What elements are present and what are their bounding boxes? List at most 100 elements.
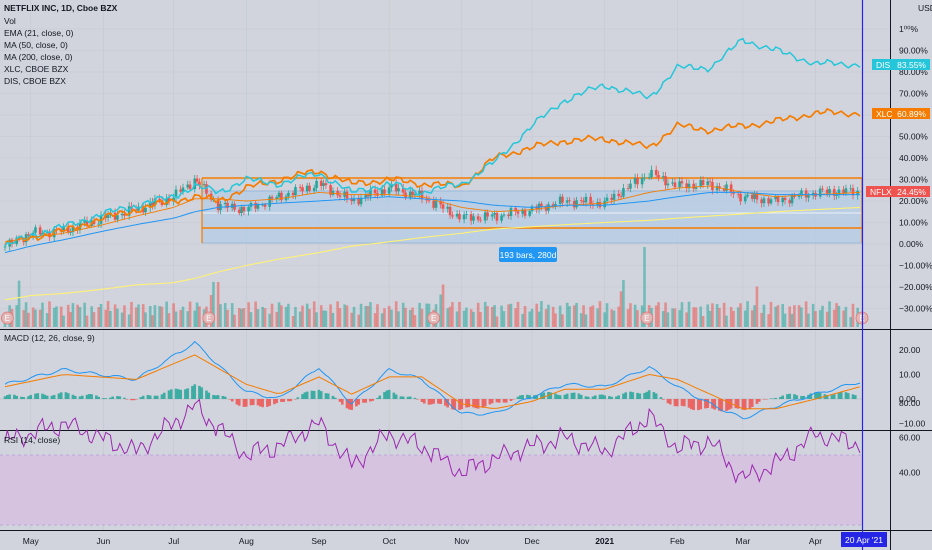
macd-hist-bar <box>750 399 754 408</box>
candle-body <box>137 206 140 211</box>
measure-label: 193 bars, 280d <box>500 250 557 260</box>
macd-hist-bar <box>675 399 679 407</box>
candle-body <box>575 200 578 208</box>
volume-bar <box>558 305 562 327</box>
volume-bar <box>490 307 494 327</box>
volume-bar <box>837 305 841 327</box>
candle-body <box>268 196 271 207</box>
macd-hist-bar <box>542 392 546 399</box>
rsi-title[interactable]: RSI (14, close) <box>4 435 60 445</box>
indicator-ma200[interactable]: MA (200, close, 0) <box>4 52 73 62</box>
candle-body <box>476 216 480 220</box>
volume-bar <box>369 302 372 327</box>
volume-bar <box>844 306 848 327</box>
macd-hist-bar <box>509 399 513 402</box>
macd-hist-bar <box>20 396 23 399</box>
candle-body <box>490 214 494 217</box>
volume-bar <box>27 312 30 327</box>
candle-body <box>699 180 703 187</box>
indicator-vol[interactable]: Vol <box>4 16 16 26</box>
macd-title[interactable]: MACD (12, 26, close, 9) <box>4 333 95 343</box>
macd-hist-bar <box>741 399 745 410</box>
indicator-ema[interactable]: EMA (21, close, 0) <box>4 28 74 38</box>
macd-hist-bar <box>228 399 232 400</box>
macd-hist-bar <box>216 395 220 399</box>
volume-bar <box>226 309 229 327</box>
volume-bar <box>240 308 243 327</box>
candle-body <box>598 202 602 208</box>
macd-hist-bar <box>205 390 208 399</box>
macd-hist-bar <box>66 393 70 399</box>
indicator-ma50[interactable]: MA (50, close, 0) <box>4 40 68 50</box>
volume-bar <box>373 313 377 327</box>
price-axis-tick: 90.00% <box>899 46 928 56</box>
candle-body <box>657 175 660 178</box>
volume-bar <box>48 301 51 327</box>
volume-bar <box>24 302 28 327</box>
dis-tag-value: 83.55% <box>897 60 926 70</box>
macd-hist-bar <box>549 392 553 399</box>
macd-hist-bar <box>558 395 562 399</box>
volume-bar <box>462 310 466 327</box>
time-axis-label: Mar <box>736 536 751 546</box>
candle-body <box>352 198 356 202</box>
candle-body <box>324 183 328 186</box>
earnings-marker-label: E <box>644 314 649 323</box>
macd-hist-bar <box>565 393 569 399</box>
volume-bar <box>69 312 72 327</box>
volume-bar <box>530 308 534 327</box>
volume-bar <box>376 304 379 327</box>
macd-hist-bar <box>29 394 33 399</box>
volume-bar <box>706 304 710 327</box>
macd-hist-bar <box>118 396 122 399</box>
macd-hist-bar <box>659 397 663 399</box>
volume-bar <box>413 315 417 327</box>
indicator-xlc[interactable]: XLC, CBOE BZX <box>4 64 69 74</box>
volume-bar <box>729 306 733 327</box>
candle-body <box>558 196 562 204</box>
candle-body <box>144 207 147 213</box>
candle-body <box>401 188 405 193</box>
volume-bar <box>38 309 42 327</box>
macd-hist-bar <box>78 396 82 399</box>
volume-bar <box>216 282 220 327</box>
candle-body <box>544 206 548 211</box>
macd-hist-bar <box>399 396 403 399</box>
price-axis-tick: 0.00% <box>899 239 924 249</box>
macd-hist-bar <box>221 395 225 399</box>
candle-body <box>291 192 295 196</box>
volume-bar <box>287 303 290 327</box>
macd-hist-bar <box>268 399 271 406</box>
macd-hist-bar <box>296 397 300 399</box>
candle-body <box>633 177 637 184</box>
volume-bar <box>800 307 803 327</box>
volume-bar <box>732 310 735 327</box>
volume-bar <box>535 303 539 327</box>
volume-bar <box>458 301 461 327</box>
volume-bar <box>465 307 468 327</box>
volume-bar <box>622 280 625 327</box>
candle-body <box>469 214 473 221</box>
macd-hist-bar <box>331 395 335 399</box>
indicator-dis[interactable]: DIS, CBOE BZX <box>4 76 66 86</box>
candle-body <box>760 199 763 204</box>
volume-bar <box>254 301 257 327</box>
candle-body <box>671 182 674 184</box>
macd-hist-bar <box>116 396 119 399</box>
candle-body <box>233 203 236 210</box>
macd-hist-bar <box>338 399 342 402</box>
rsi-axis-tick: 60.00 <box>899 433 921 443</box>
volume-bar <box>263 308 267 327</box>
candle-body <box>755 193 759 200</box>
volume-bar <box>521 313 524 327</box>
candle-body <box>706 181 710 186</box>
macd-hist-bar <box>177 389 180 399</box>
macd-hist-bar <box>598 394 602 399</box>
candle-body <box>71 226 75 233</box>
volume-bar <box>172 303 175 327</box>
candle-body <box>439 201 442 205</box>
candle-body <box>643 177 646 179</box>
macd-hist-bar <box>839 392 843 399</box>
macd-hist-bar <box>191 386 194 399</box>
